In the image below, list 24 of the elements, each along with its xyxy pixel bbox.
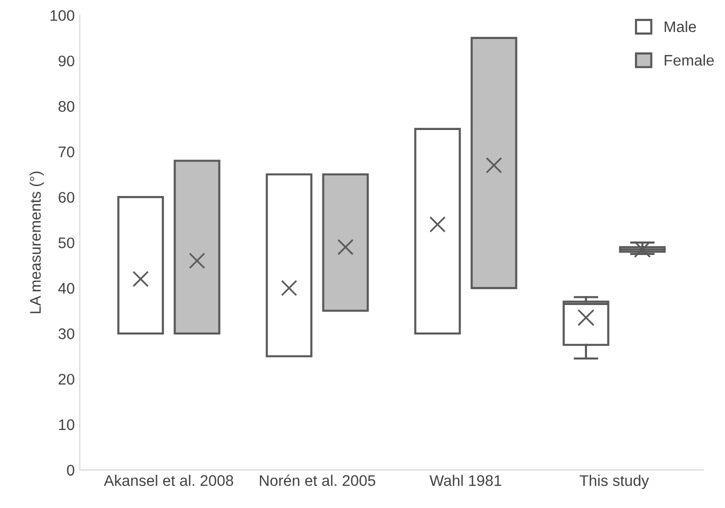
- bar: [117, 196, 164, 335]
- legend-label: Male: [664, 20, 696, 32]
- x-tick-label: Akansel et al. 2008: [104, 474, 234, 486]
- y-tick-label: 90: [58, 56, 74, 66]
- y-tick-label: 50: [58, 237, 74, 248]
- x-tick-label: Norén et al. 2005: [260, 474, 376, 486]
- bar: [322, 173, 369, 312]
- legend-label: Female: [664, 54, 714, 66]
- y-tick-label: 60: [58, 192, 74, 203]
- y-tick-label: 30: [58, 328, 74, 340]
- bar: [470, 36, 518, 290]
- bar: [266, 173, 312, 358]
- y-axis-title: LA measurements (°): [30, 172, 44, 314]
- y-tick-label: 10: [59, 419, 74, 430]
- y-tick-label: 0: [66, 464, 74, 476]
- x-tick-label: This study: [580, 474, 649, 490]
- y-tick-label: 100: [50, 10, 74, 21]
- x-tick-label: Wahl 1981: [430, 474, 502, 486]
- bar: [414, 128, 461, 335]
- y-tick-label: 40: [58, 282, 74, 294]
- y-tick-label: 80: [58, 101, 74, 112]
- y-tick-label: 20: [58, 374, 74, 385]
- y-tick-label: 70: [58, 146, 74, 158]
- bar: [174, 160, 220, 335]
